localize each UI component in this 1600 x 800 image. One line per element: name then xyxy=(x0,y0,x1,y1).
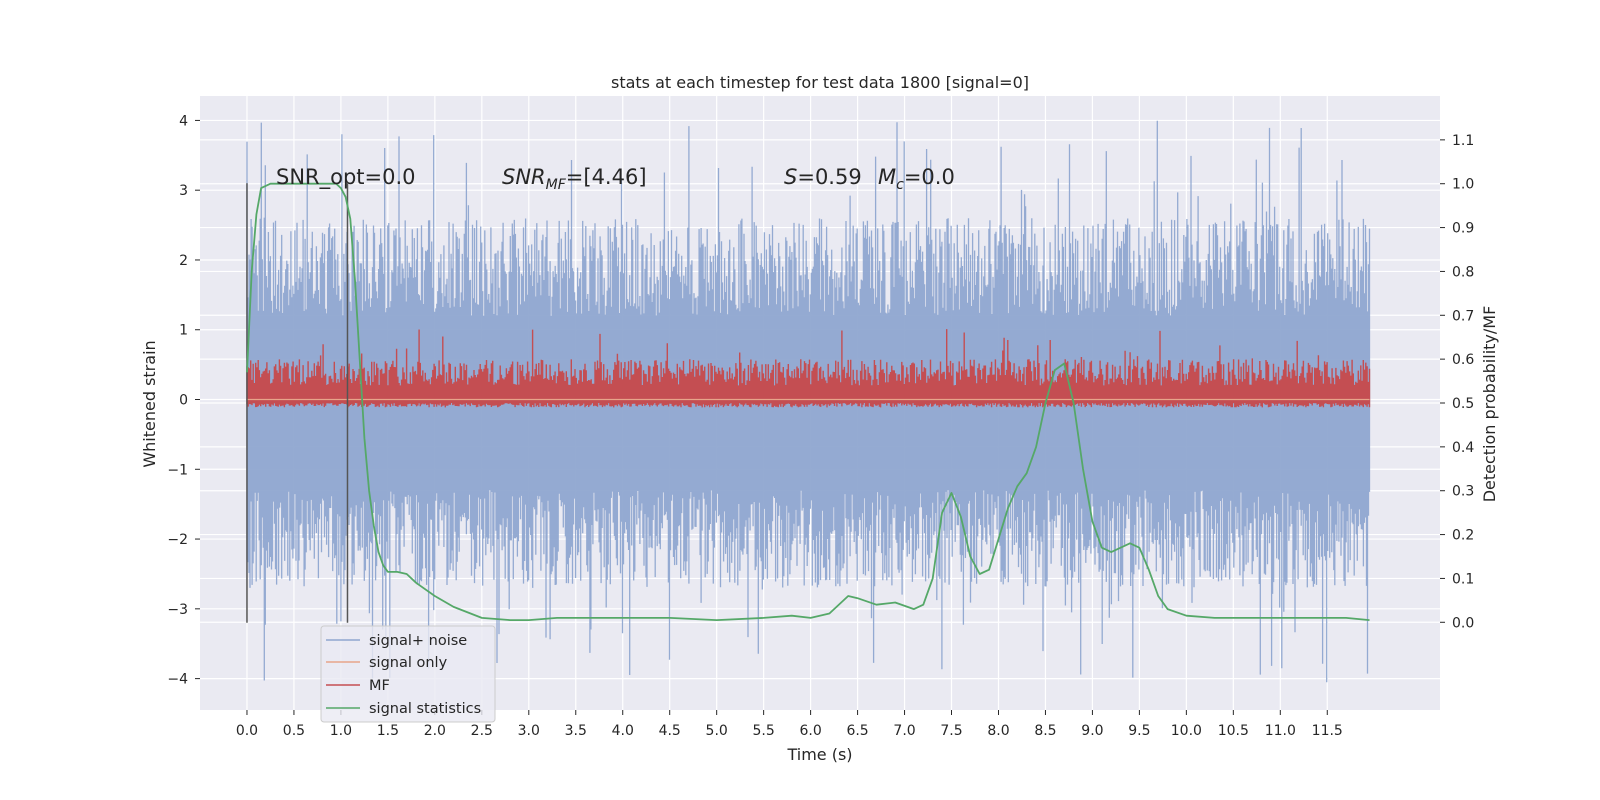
y2-axis-label: Detection probability/MF xyxy=(1480,306,1499,503)
y-tick-label: 3 xyxy=(179,183,188,199)
snr-opt-annotation: SNR_opt=0.0 xyxy=(276,165,416,190)
snr-mf-value: =[4.46] xyxy=(566,165,647,189)
x-tick-label: 10.5 xyxy=(1218,723,1249,739)
x-tick-label: 0.0 xyxy=(236,723,258,739)
x-tick-label: 9.5 xyxy=(1128,723,1150,739)
legend-box xyxy=(320,625,496,723)
y2-tick-label: 0.6 xyxy=(1452,352,1474,368)
x-tick-label: 11.0 xyxy=(1265,723,1296,739)
snr-mf-annotation: SNRMF=[4.46] xyxy=(502,165,647,193)
y-axis-label: Whitened strain xyxy=(140,340,159,467)
x-tick-label: 0.5 xyxy=(283,723,305,739)
vertical-markers xyxy=(246,183,349,623)
legend-label-mf: MF xyxy=(369,678,390,694)
y2-tick-label: 0.0 xyxy=(1452,615,1474,631)
x-tick-label: 8.0 xyxy=(987,723,1009,739)
x-tick-label: 3.0 xyxy=(518,723,540,739)
y-tick-label: −3 xyxy=(167,602,188,618)
y2-tick-label: 1.0 xyxy=(1452,177,1474,193)
x-axis-ticks: 0.0 0.5 1.0 1.5 2.0 2.5 3.0 3.5 4.0 4.5 5.0 5.5 6.0 6… xyxy=(236,710,1343,739)
y-tick-label: −4 xyxy=(167,672,188,688)
x-tick-label: 1.0 xyxy=(330,723,352,739)
y2-tick-label: 0.1 xyxy=(1452,571,1474,587)
y2-tick-label: 0.2 xyxy=(1452,528,1474,544)
x-tick-label: 2.0 xyxy=(424,723,446,739)
s-symbol: S xyxy=(784,165,797,189)
legend-label-signal-plus-noise: signal+ noise xyxy=(369,633,467,649)
legend-label-signal-statistics: signal statistics xyxy=(369,701,481,717)
x-tick-label: 5.0 xyxy=(706,723,728,739)
x-tick-label: 7.5 xyxy=(940,723,962,739)
signal-statistics-series xyxy=(246,182,1370,621)
mc-value: =0.0 xyxy=(904,165,955,189)
legend-label-signal-only: signal only xyxy=(369,655,448,671)
x-axis-label: Time (s) xyxy=(786,745,852,764)
x-tick-label: 4.5 xyxy=(659,723,681,739)
x-tick-label: 8.5 xyxy=(1034,723,1056,739)
x-tick-label: 1.5 xyxy=(377,723,399,739)
x-tick-label: 4.0 xyxy=(612,723,634,739)
y-axis-ticks: −4 −3 −2 −1 0 1 2 3 4 xyxy=(167,113,200,688)
annotations: SNR_opt=0.0 SNRMF=[4.46] S=0.59 Mc=0.0 xyxy=(276,165,955,193)
y2-tick-label: 1.1 xyxy=(1452,133,1474,149)
x-tick-label: 9.0 xyxy=(1081,723,1103,739)
y2-tick-label: 0.3 xyxy=(1452,484,1474,500)
snr-mf-symbol: SNR xyxy=(502,165,546,189)
x-tick-label: 6.0 xyxy=(799,723,821,739)
x-tick-label: 10.0 xyxy=(1171,723,1202,739)
mc-subscript: c xyxy=(896,177,904,193)
s-value: =0.59 xyxy=(797,165,861,189)
y2-tick-label: 0.5 xyxy=(1452,396,1474,412)
snr-mf-subscript: MF xyxy=(546,177,567,193)
legend: signal+ noise signal only MF signal stat… xyxy=(320,625,496,723)
x-tick-label: 2.5 xyxy=(471,723,493,739)
y2-tick-label: 0.4 xyxy=(1452,440,1474,456)
s-annotation: S=0.59 xyxy=(784,165,862,189)
y2-axis-ticks: 0.0 0.1 0.2 0.3 0.4 0.5 0.6 0.7 0.8 0.9 1.0 1.1 xyxy=(1440,133,1474,631)
chart-title: stats at each timestep for test data 180… xyxy=(611,73,1029,92)
x-tick-label: 3.5 xyxy=(565,723,587,739)
y-tick-label: 2 xyxy=(179,253,188,269)
y-tick-label: 1 xyxy=(179,323,188,339)
y-tick-label: 0 xyxy=(179,393,188,409)
y-tick-label: 4 xyxy=(179,113,188,129)
x-tick-label: 7.0 xyxy=(893,723,915,739)
y2-tick-label: 0.7 xyxy=(1452,308,1474,324)
y-tick-label: −1 xyxy=(167,462,188,478)
y2-tick-label: 0.8 xyxy=(1452,264,1474,280)
y2-tick-label: 0.9 xyxy=(1452,221,1474,237)
x-tick-label: 5.5 xyxy=(753,723,775,739)
mc-symbol: M xyxy=(878,165,896,189)
mc-annotation: Mc=0.0 xyxy=(878,165,955,193)
x-tick-label: 6.5 xyxy=(846,723,868,739)
y-tick-label: −2 xyxy=(167,532,188,548)
x-tick-label: 11.5 xyxy=(1312,723,1343,739)
signal-statistics-line xyxy=(246,182,1370,621)
